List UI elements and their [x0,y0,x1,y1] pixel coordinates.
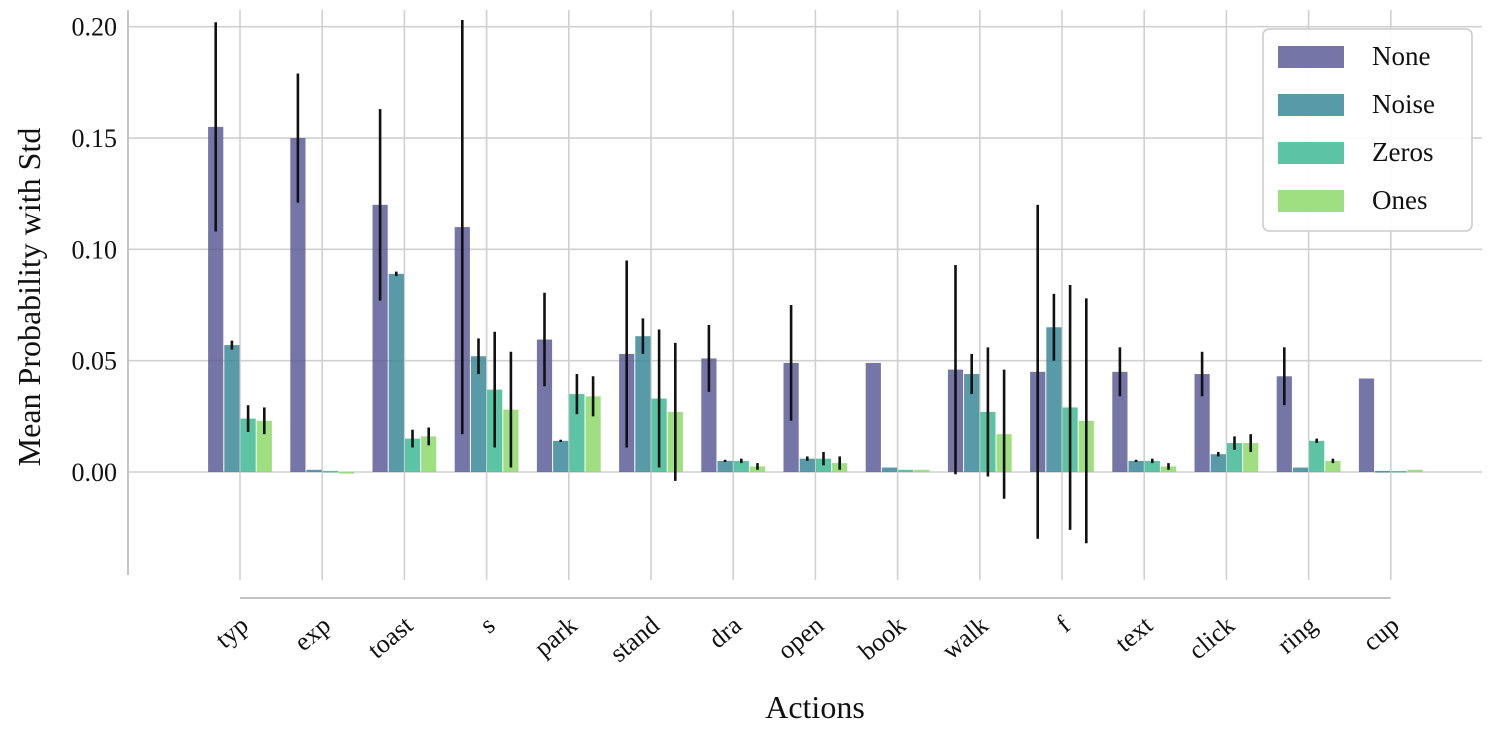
x-tick-label: toast [362,610,419,664]
x-tick-label: cup [1357,610,1404,656]
y-tick-label: 0.20 [72,13,118,42]
legend-label-none: None [1372,41,1430,71]
bar-noise-exp [306,469,322,473]
bar-noise-typ [224,345,240,473]
bar-none-park [536,339,553,473]
bar-noise-cup [1375,470,1391,473]
y-tick-labels: 0.00 0.05 0.10 0.15 0.20 [72,13,118,487]
bar-ones-cup [1407,469,1423,473]
bar-none-click [1194,374,1210,473]
bar-ones-typ [256,420,272,473]
x-tick-label: click [1183,610,1240,665]
bar-noise-book [881,467,898,473]
legend-label-ones: Ones [1372,185,1428,215]
x-tick-label: walk [936,610,993,665]
y-tick-label: 0.10 [72,235,118,264]
bar-zeros-park [569,394,585,473]
y-tick-label: 0.15 [72,124,118,153]
legend-label-zeros: Zeros [1372,137,1433,167]
bar-zeros-cup [1391,470,1407,473]
bar-zeros-toast [404,438,421,473]
x-tick-label: book [853,610,911,666]
x-tick-label: dra [703,610,747,654]
y-axis-label: Mean Probability with Std [11,128,47,467]
x-tick-label: exp [289,610,336,656]
bar-zeros-dra [733,460,749,473]
error-bars [214,20,1335,544]
x-tick-label: f [1051,610,1077,638]
bar-noise-toast [388,273,404,473]
bar-none-dra [701,358,717,473]
bar-zeros-click [1226,443,1243,473]
x-tick-label: stand [604,610,665,667]
bar-noise-f [1046,327,1062,473]
x-gridlines [239,10,1392,580]
x-axis-label: Actions [765,689,865,725]
bar-noise-text [1128,460,1144,473]
legend-swatch-ones [1278,190,1344,212]
x-tick-label: text [1110,610,1159,658]
bar-noise-stand [635,336,651,473]
x-tick-label: typ [210,610,254,654]
bar-ones-exp [338,472,355,474]
legend-label-noise: Noise [1372,89,1435,119]
bar-zeros-ring [1309,440,1325,473]
bar-zeros-exp [322,470,338,473]
legend-swatch-zeros [1278,142,1344,164]
bar-none-typ [208,126,224,473]
bar-none-ring [1276,376,1292,473]
bar-ones-book [914,469,930,473]
bar-none-book [865,362,881,473]
x-tick-labels: typ exp toast s park stand dra open book walk f tex… [210,610,1405,668]
bar-noise-open [799,458,815,473]
bar-ones-ring [1325,460,1341,473]
bars [208,126,1423,474]
bar-zeros-text [1144,460,1160,473]
x-tick-label: ring [1272,610,1323,659]
axes [127,10,1391,599]
legend-swatch-noise [1278,94,1344,116]
y-tick-label: 0.00 [72,458,118,487]
bar-noise-dra [717,460,733,473]
bar-noise-ring [1292,467,1309,473]
legend-frame [1262,28,1473,232]
legend: None Noise Zeros Ones [1262,28,1473,232]
bar-noise-park [553,440,569,473]
bar-none-cup [1358,378,1375,473]
bar-ones-park [585,396,601,473]
bar-none-toast [372,204,388,473]
bar-ones-toast [421,436,437,473]
bar-noise-walk [964,374,980,473]
bar-none-text [1112,371,1128,473]
bar-ones-click [1243,443,1259,473]
legend-swatch-none [1278,46,1344,68]
bar-zeros-typ [240,418,256,473]
bar-none-exp [290,138,306,473]
bar-noise-s [470,356,487,473]
x-tick-label: park [529,610,583,662]
bar-zeros-book [898,469,914,473]
x-tick-label: s [474,610,500,639]
bar-noise-click [1210,454,1226,473]
y-tick-label: 0.05 [72,347,118,376]
x-tick-label: open [772,610,829,665]
